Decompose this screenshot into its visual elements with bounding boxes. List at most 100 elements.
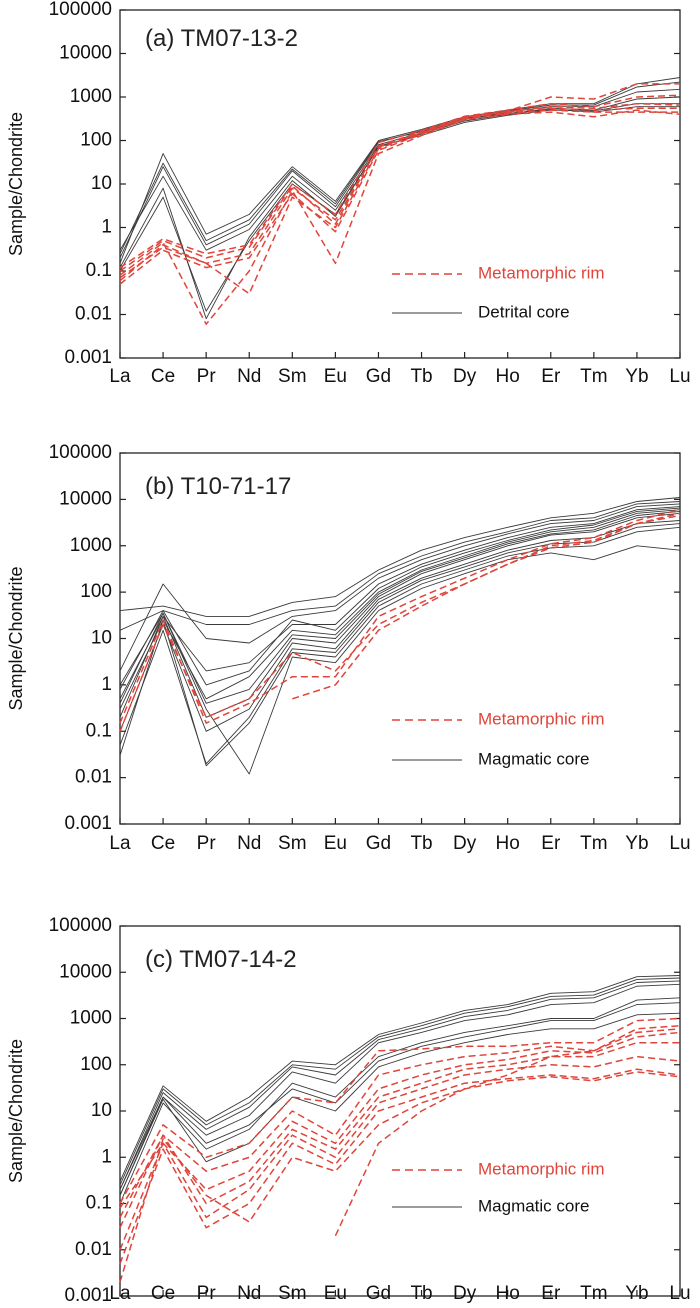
panel-title: (c) TM07-14-2	[145, 946, 297, 973]
series-line-magmatic-core	[119, 497, 681, 617]
chart-panel-1: 0.001 0.01 0.1 1 10 100 1000 10000 100000 La Ce Pr N…	[6, 0, 691, 387]
series-line-magmatic-core	[119, 980, 681, 1190]
series-line-magmatic-core	[119, 1002, 681, 1190]
x-tick-label-la: La	[109, 1283, 131, 1304]
chart-panel-2: 0.001 0.01 0.1 1 10 100 1000 10000 100000 La Ce Pr N…	[6, 442, 691, 854]
y-tick-label: 0.001	[64, 1285, 112, 1306]
series-line-magmatic-core	[119, 545, 681, 775]
series-line-metamorphic-rim	[119, 512, 681, 732]
series-line-magmatic-core	[119, 975, 681, 1182]
series-line-metamorphic-rim	[119, 1031, 681, 1209]
x-tick-label-pr: Pr	[197, 833, 217, 854]
x-tick-label-lu: Lu	[669, 1283, 690, 1304]
x-tick-label-ce: Ce	[151, 833, 175, 854]
x-tick-label-nd: Nd	[237, 1283, 261, 1304]
y-tick-label: 100	[80, 581, 112, 602]
x-tick-label-ce: Ce	[151, 1283, 175, 1304]
x-tick-label-gd: Gd	[366, 1283, 391, 1304]
x-tick-label-dy: Dy	[453, 366, 477, 387]
series-line-magmatic-core	[119, 506, 681, 700]
plot-frame	[119, 925, 681, 1297]
series-line-metamorphic-rim	[119, 83, 680, 272]
series-line-metamorphic-rim	[119, 107, 680, 282]
panel-title: (b) T10-71-17	[145, 473, 291, 500]
y-tick-label: 0.01	[75, 1239, 112, 1260]
y-tick-label: 0.01	[75, 767, 112, 788]
series-line-metamorphic-rim	[119, 508, 681, 724]
y-tick-label: 0.001	[64, 347, 112, 368]
legend-label: Magmatic core	[478, 749, 589, 768]
series-line-metamorphic-rim	[119, 1024, 681, 1218]
x-tick-label-lu: Lu	[669, 833, 690, 854]
series-line-metamorphic-rim	[119, 1055, 681, 1251]
x-tick-label-tm: Tm	[580, 833, 607, 854]
legend: Metamorphic rim Magmatic core	[392, 1159, 605, 1215]
series-line-metamorphic-rim	[119, 94, 681, 269]
series-line-metamorphic-rim	[119, 1071, 681, 1283]
x-tick-label-gd: Gd	[366, 833, 391, 854]
x-tick-label-yb: Yb	[625, 366, 648, 387]
y-tick-label: 100000	[49, 0, 112, 20]
y-tick-label: 0.1	[86, 1193, 112, 1214]
x-tick-label-sm: Sm	[278, 366, 307, 387]
y-tick-label: 1000	[70, 535, 112, 556]
y-tick-label: 1000	[70, 1008, 112, 1029]
series-line-detrital-core	[119, 81, 681, 259]
x-tick-label-tb: Tb	[410, 833, 432, 854]
y-tick-label: 10000	[59, 961, 112, 982]
x-tick-label-tm: Tm	[580, 366, 607, 387]
x-tick-label-nd: Nd	[237, 833, 261, 854]
y-axis-label: Sample/Chondrite	[6, 1039, 26, 1183]
x-tick-label-dy: Dy	[453, 833, 477, 854]
series-line-magmatic-core	[119, 507, 681, 690]
series-line-magmatic-core	[119, 983, 681, 1196]
x-tick-label-sm: Sm	[278, 1283, 307, 1304]
legend-label: Magmatic core	[478, 1196, 589, 1215]
legend-label: Metamorphic rim	[478, 709, 605, 728]
legend-label: Metamorphic rim	[478, 263, 605, 282]
y-tick-label: 0.1	[86, 720, 112, 741]
x-tick-label-yb: Yb	[625, 833, 648, 854]
x-tick-label-dy: Dy	[453, 1283, 477, 1304]
series-line-detrital-core	[119, 88, 681, 251]
x-tick-label-tm: Tm	[580, 1283, 607, 1304]
series-line-magmatic-core	[119, 526, 681, 767]
x-tick-label-eu: Eu	[324, 1283, 347, 1304]
y-tick-label: 100	[80, 1054, 112, 1075]
x-tick-label-tb: Tb	[410, 1283, 432, 1304]
y-tick-label: 10000	[59, 488, 112, 509]
series-line-magmatic-core	[119, 509, 681, 710]
x-tick-label-yb: Yb	[625, 1283, 648, 1304]
series-line-metamorphic-rim	[292, 514, 681, 700]
x-tick-label-sm: Sm	[278, 833, 307, 854]
x-tick-label-la: La	[109, 366, 131, 387]
y-tick-label: 0.001	[64, 813, 112, 834]
series-line-magmatic-core	[119, 512, 681, 718]
series-line-detrital-core	[119, 77, 681, 264]
x-tick-label-nd: Nd	[237, 366, 261, 387]
x-tick-label-eu: Eu	[324, 833, 347, 854]
y-tick-label: 10	[91, 628, 112, 649]
series-line-metamorphic-rim	[119, 1068, 681, 1264]
series-line-magmatic-core	[119, 503, 681, 672]
series-line-metamorphic-rim	[119, 109, 681, 325]
panel-title: (a) TM07-13-2	[145, 25, 298, 52]
x-tick-label-la: La	[109, 833, 131, 854]
x-tick-label-lu: Lu	[669, 366, 690, 387]
x-tick-label-pr: Pr	[197, 366, 217, 387]
legend-label: Detrital core	[478, 302, 570, 321]
y-tick-label: 10	[91, 173, 112, 194]
y-tick-label: 1	[101, 217, 112, 238]
x-tick-label-gd: Gd	[366, 366, 391, 387]
y-tick-label: 100000	[49, 442, 112, 463]
legend: Metamorphic rim Magmatic core	[392, 709, 605, 768]
y-tick-label: 10	[91, 1100, 112, 1121]
x-tick-label-tb: Tb	[410, 366, 432, 387]
y-axis-label: Sample/Chondrite	[6, 566, 26, 710]
x-tick-label-ho: Ho	[496, 366, 520, 387]
plot-frame	[119, 452, 681, 825]
x-tick-label-er: Er	[541, 1283, 561, 1304]
y-tick-label: 100000	[49, 915, 112, 936]
series-line-metamorphic-rim	[119, 109, 680, 285]
